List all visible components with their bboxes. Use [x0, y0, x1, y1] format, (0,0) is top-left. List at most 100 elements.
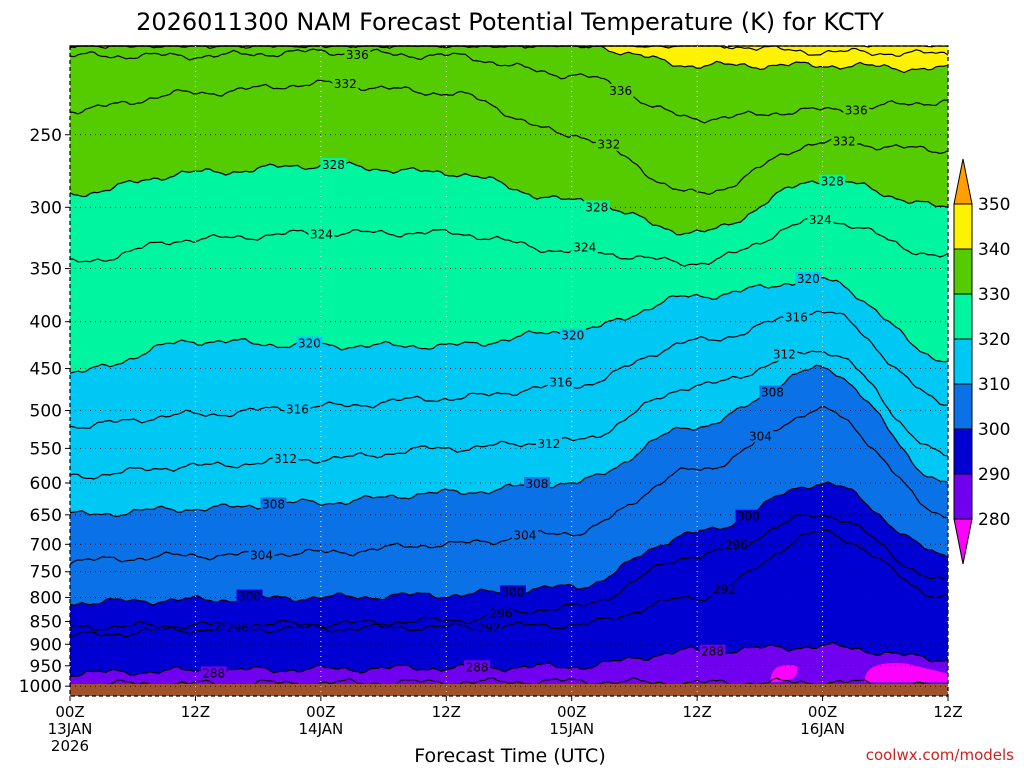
- contour-336: [69, 48, 949, 124]
- contour-label: 296: [490, 606, 513, 620]
- contour-label-bg: [735, 509, 762, 523]
- chart-title: 2026011300 NAM Forecast Potential Temper…: [136, 8, 884, 36]
- contour-label-bg: [571, 240, 598, 254]
- contour-label: 316: [785, 311, 808, 325]
- contour-label-bg: [284, 402, 311, 416]
- colorbar-tick-label: 280: [978, 510, 1010, 530]
- colorbar-under-triangle: [953, 518, 973, 565]
- colorbar-tick-label: 290: [978, 465, 1010, 485]
- contour-label: 320: [797, 272, 820, 286]
- x-tick-label: 00Z: [306, 703, 335, 721]
- contour-label-bg: [831, 134, 858, 148]
- contour-label: 296: [226, 621, 249, 635]
- contour-label: 308: [761, 386, 784, 400]
- x-tick-label: 12Z: [181, 703, 210, 721]
- contour-label: 308: [262, 497, 285, 511]
- colorbar-bin: [953, 203, 973, 250]
- contour-label-bg: [296, 336, 323, 350]
- colorbar-tick-label: 330: [978, 285, 1010, 305]
- contour-label: 304: [250, 548, 273, 562]
- contour-label: 320: [561, 329, 584, 343]
- contour-label-bg: [344, 47, 371, 61]
- contour-label: 336: [346, 48, 369, 62]
- contour-label-bg: [499, 585, 526, 599]
- y-tick-label: 650: [30, 506, 62, 526]
- colorbar-bin: [953, 293, 973, 340]
- terrain-strip: [70, 684, 948, 696]
- y-tick-label: 600: [30, 474, 62, 494]
- contour-label-bg: [795, 272, 822, 286]
- colorbar-bin: [953, 383, 973, 430]
- contour-label: 292: [478, 621, 501, 635]
- contour-308: [69, 364, 949, 518]
- x-tick-label: 12Z: [933, 703, 962, 721]
- credit-text: coolwx.com/models: [866, 746, 1014, 764]
- contour-label: 328: [821, 175, 844, 189]
- colorbar-bin: [953, 248, 973, 295]
- x-tick-label: 12Z: [682, 703, 711, 721]
- contour-label-bg: [747, 429, 774, 443]
- contour-label: 320: [298, 336, 321, 350]
- contour-label-bg: [464, 660, 491, 674]
- contour-324: [69, 217, 949, 267]
- x-tick-label: 14JAN: [298, 720, 343, 738]
- x-tick-label: 13JAN: [48, 720, 93, 738]
- x-tick-label: 16JAN: [800, 720, 845, 738]
- contour-label-bg: [272, 452, 299, 466]
- contour-label-bg: [759, 385, 786, 399]
- contour-label-bg: [320, 158, 347, 172]
- contour-label: 312: [773, 348, 796, 362]
- y-tick-label: 500: [30, 401, 62, 421]
- contour-332: [69, 79, 949, 196]
- colorbar-tick-label: 300: [978, 420, 1010, 440]
- contour-label: 336: [845, 104, 868, 118]
- contour-label-bg: [488, 606, 515, 620]
- contour-label: 288: [202, 666, 225, 680]
- y-tick-label: 1000: [19, 677, 62, 697]
- contour-label: 304: [749, 429, 772, 443]
- band-fill-below-280: [770, 662, 948, 683]
- contour-label: 328: [322, 158, 345, 172]
- contour-label-bg: [224, 620, 251, 634]
- contour-label-bg: [200, 666, 227, 680]
- contour-label-bg: [699, 644, 726, 658]
- contour-label-bg: [771, 347, 798, 361]
- contour-label: 336: [609, 84, 632, 98]
- contour-label: 308: [525, 477, 548, 491]
- contour-label-layer: 2882882882922922922962962963003003003043…: [200, 47, 870, 680]
- contour-label-bg: [843, 103, 870, 117]
- colorbar-bin: [953, 338, 973, 385]
- colorbar-bin: [953, 473, 973, 520]
- contour-label-bg: [547, 375, 574, 389]
- contour-label: 312: [274, 452, 297, 466]
- contour-label-bg: [308, 227, 335, 241]
- colorbar-over-triangle: [953, 158, 973, 205]
- contour-312: [69, 350, 949, 480]
- contour-label: 316: [286, 402, 309, 416]
- contour-label: 324: [573, 240, 596, 254]
- contour-label: 288: [701, 645, 724, 659]
- colorbar-tick-label: 340: [978, 240, 1010, 260]
- contour-label-bg: [559, 328, 586, 342]
- y-tick-label: 400: [30, 313, 62, 333]
- x-tick-label: 00Z: [55, 703, 84, 721]
- y-tick-label: 800: [30, 588, 62, 608]
- contour-label: 288: [466, 660, 489, 674]
- contour-label: 328: [585, 200, 608, 214]
- contour-label-bg: [783, 310, 810, 324]
- contour-label: 304: [514, 529, 537, 543]
- colorbar-tick-label: 320: [978, 330, 1010, 350]
- contour-label-bg: [260, 497, 287, 511]
- contour-label: 300: [238, 590, 261, 604]
- contour-label: 296: [725, 538, 748, 552]
- y-tick-label: 750: [30, 563, 62, 583]
- y-tick-label: 550: [30, 439, 62, 459]
- contour-label: 300: [502, 585, 525, 599]
- terrain-layer: [70, 684, 948, 696]
- colorbar-tick-label: 310: [978, 375, 1010, 395]
- contour-label-bg: [236, 589, 263, 603]
- x-tick-label: 00Z: [557, 703, 586, 721]
- contour-label-bg: [583, 200, 610, 214]
